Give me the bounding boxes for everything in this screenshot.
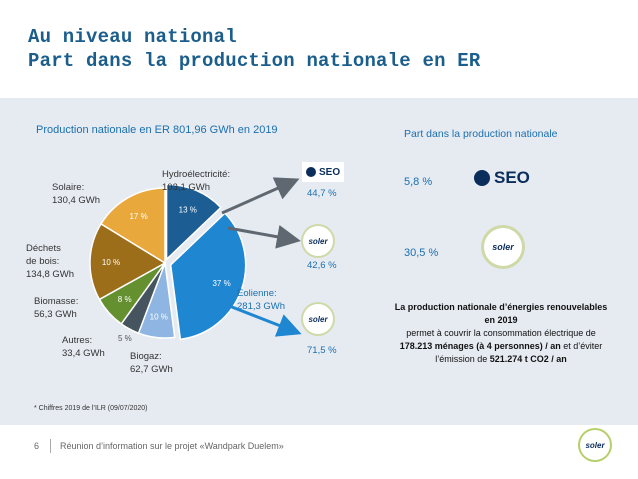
soler-logo-text-1: soler (308, 236, 328, 246)
seo-national-pct: 5,8 % (404, 176, 433, 188)
pie-pct-label-0: 13 % (179, 206, 197, 215)
soler-logo-text-large: soler (492, 242, 514, 252)
label-dechets-value: 134,8 GWh (26, 269, 75, 280)
info-text-2: et d’éviter l’émission de (435, 341, 603, 364)
arrow-hydro-seo (221, 177, 300, 215)
pie-pct-label-5: 10 % (102, 258, 120, 267)
chart-title: Production nationale en ER 801,96 GWh en… (36, 124, 278, 136)
info-title: La production nationale d’énergies renou… (394, 302, 608, 325)
info-co2: 521.274 t CO2 / an (489, 354, 567, 364)
pie-pct-label-6: 17 % (129, 212, 147, 221)
page-title-line2: Part dans la production nationale en ER (28, 50, 481, 72)
label-eolienne: Éolienne: 281,3 GWh (237, 287, 285, 313)
arrow-eolienne-soler (227, 225, 301, 249)
seo-mark-icon-large (474, 170, 490, 186)
info-households: 178.213 ménages (à 4 personnes) / an (399, 341, 561, 351)
page-number: 6 (34, 441, 40, 451)
right-panel-title: Part dans la production nationale (404, 128, 558, 140)
arrow-biogaz-soler (213, 298, 302, 337)
soler-footer-logo-text: soler (585, 440, 605, 450)
label-solaire-value: 130,4 GWh (52, 195, 101, 206)
pie-slice-6 (99, 187, 166, 265)
soler-national-pct: 30,5 % (404, 247, 439, 259)
label-autres-value: 33,4 GWh (62, 348, 105, 359)
footer-separator (50, 439, 51, 453)
seo-mark-icon (306, 167, 316, 177)
soler-logo-text-2: soler (308, 314, 328, 324)
pie-pct-label-1: 37 % (212, 279, 230, 288)
pie-pct-label-3: 5 % (118, 334, 132, 343)
label-hydro-name: Hydroélectricité: (162, 169, 231, 180)
soler-share-value-1: 42,6 % (307, 260, 337, 271)
seo-logo-large: SEO (474, 164, 540, 192)
seo-logo-text-large: SEO (494, 168, 530, 187)
seo-share-value: 44,7 % (307, 188, 337, 199)
page-title-line1: Au niveau national (28, 26, 237, 48)
pie-slice-5 (89, 222, 167, 301)
label-dechets: Déchets de bois: 134,8 GWh (26, 242, 74, 281)
soler-logo-small-1: soler (303, 226, 333, 256)
label-biogaz: Biogaz: 62,7 GWh (130, 350, 173, 376)
pie-slice-1 (169, 212, 247, 341)
label-biomasse-name: Biomasse: (34, 296, 79, 307)
soler-logo-large: soler (484, 228, 522, 266)
label-biogaz-name: Biogaz: (130, 351, 162, 362)
seo-logo-text-small: SEO (319, 166, 341, 178)
footer-text: Réunion d’information sur le projet «Wan… (60, 441, 284, 451)
label-eolienne-value: 281,3 GWh (237, 301, 286, 312)
pie-pct-label-2: 10 % (150, 313, 168, 322)
footnote: * Chiffres 2019 de l’ILR (09/07/2020) (34, 405, 148, 412)
info-text-1: permet à couvrir la consommation électri… (406, 328, 596, 338)
label-dechets-name-2: de bois: (26, 256, 60, 267)
label-biogaz-value: 62,7 GWh (130, 364, 173, 375)
soler-footer-logo: soler (580, 430, 610, 460)
label-biomasse-value: 56,3 GWh (34, 309, 77, 320)
seo-logo-small: SEO (302, 162, 344, 182)
soler-share-value-2: 71,5 % (307, 345, 337, 356)
info-body: permet à couvrir la consommation électri… (394, 327, 608, 366)
pie-pct-label-4: 8 % (118, 295, 132, 304)
label-hydro-value: 103,1 GWh (162, 182, 211, 193)
label-solaire-name: Solaire: (52, 182, 85, 193)
label-biomasse: Biomasse: 56,3 GWh (34, 295, 78, 321)
pie-slice-0 (165, 183, 222, 262)
label-dechets-name-1: Déchets (26, 243, 61, 254)
soler-logo-small-2: soler (303, 304, 333, 334)
label-eolienne-name: Éolienne: (237, 288, 277, 299)
label-autres-name: Autres: (62, 335, 93, 346)
label-hydro: Hydroélectricité: 103,1 GWh (162, 168, 230, 194)
label-solaire: Solaire: 130,4 GWh (52, 181, 100, 207)
label-autres: Autres: 33,4 GWh (62, 334, 105, 360)
info-text: La production nationale d’énergies renou… (394, 301, 608, 366)
